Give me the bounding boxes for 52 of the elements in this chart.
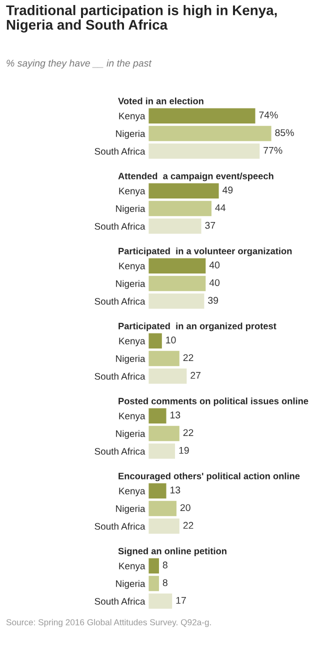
chart-subtitle: % saying they have __ in the past <box>6 59 152 69</box>
y-tick-label: Nigeria <box>116 430 146 439</box>
data-label: 22 <box>183 429 194 436</box>
y-tick-label: South Africa <box>94 598 146 605</box>
data-label: 20 <box>180 504 190 512</box>
y-tick-label: Kenya <box>119 262 146 272</box>
data-label: 13 <box>170 486 180 494</box>
y-tick-label: Nigeria <box>116 280 146 289</box>
data-label: 19 <box>179 446 189 454</box>
y-tick-label: Nigeria <box>116 130 146 139</box>
data-label: 27 <box>190 372 200 379</box>
data-label: 39 <box>208 296 218 304</box>
y-tick-label: Kenya <box>119 562 146 572</box>
y-tick-label: South Africa <box>94 372 146 380</box>
data-label: 40 <box>209 262 220 268</box>
y-tick-label: South Africa <box>94 222 146 230</box>
data-label: 17 <box>176 596 186 604</box>
y-tick-label: South Africa <box>94 522 146 530</box>
data-label: 74% <box>259 112 278 118</box>
y-tick-label: Kenya <box>119 112 146 122</box>
y-tick-label: Nigeria <box>116 580 146 589</box>
data-label: 49 <box>222 186 233 194</box>
y-tick-label: South Africa <box>94 148 146 155</box>
x-axis-title: Participated in a volunteer organization <box>118 248 292 256</box>
x-axis-title: Signed an online petition <box>118 548 226 556</box>
y-tick-label: Nigeria <box>116 355 146 364</box>
data-label: 40 <box>209 279 220 286</box>
data-label: 22 <box>183 354 194 362</box>
data-label: 44 <box>215 204 226 212</box>
y-tick-label: Nigeria <box>116 505 146 514</box>
x-axis-title: Attended a campaign event/speech <box>118 172 274 182</box>
y-tick-label: Kenya <box>119 188 146 196</box>
x-axis-title: Encouraged others' political action online <box>118 472 300 482</box>
data-label: 85% <box>275 129 294 136</box>
data-label: 8 <box>162 579 168 586</box>
x-axis-title: Participated in an organized protest <box>118 322 276 332</box>
data-label: 8 <box>162 562 168 568</box>
y-tick-label: Kenya <box>119 412 146 422</box>
x-axis-title: Voted in an election <box>118 98 204 104</box>
y-tick-label: Kenya <box>119 338 146 346</box>
x-axis-title: Posted comments on political issues online <box>118 398 308 406</box>
data-label: 22 <box>183 522 194 529</box>
chart-title: Traditional participation is high in Kenya, Nigeria and South Africa <box>6 5 277 33</box>
data-label: 13 <box>170 412 180 418</box>
data-label: 10 <box>166 336 176 344</box>
y-tick-label: Nigeria <box>116 205 146 214</box>
y-tick-label: South Africa <box>94 448 146 455</box>
data-label: 37 <box>205 222 216 229</box>
y-tick-label: South Africa <box>94 298 146 305</box>
y-tick-label: Kenya <box>119 488 146 496</box>
data-label: 77% <box>264 146 282 154</box>
source-note: Source: Spring 2016 Global Attitudes Survey. Q92a-g. <box>6 618 211 628</box>
